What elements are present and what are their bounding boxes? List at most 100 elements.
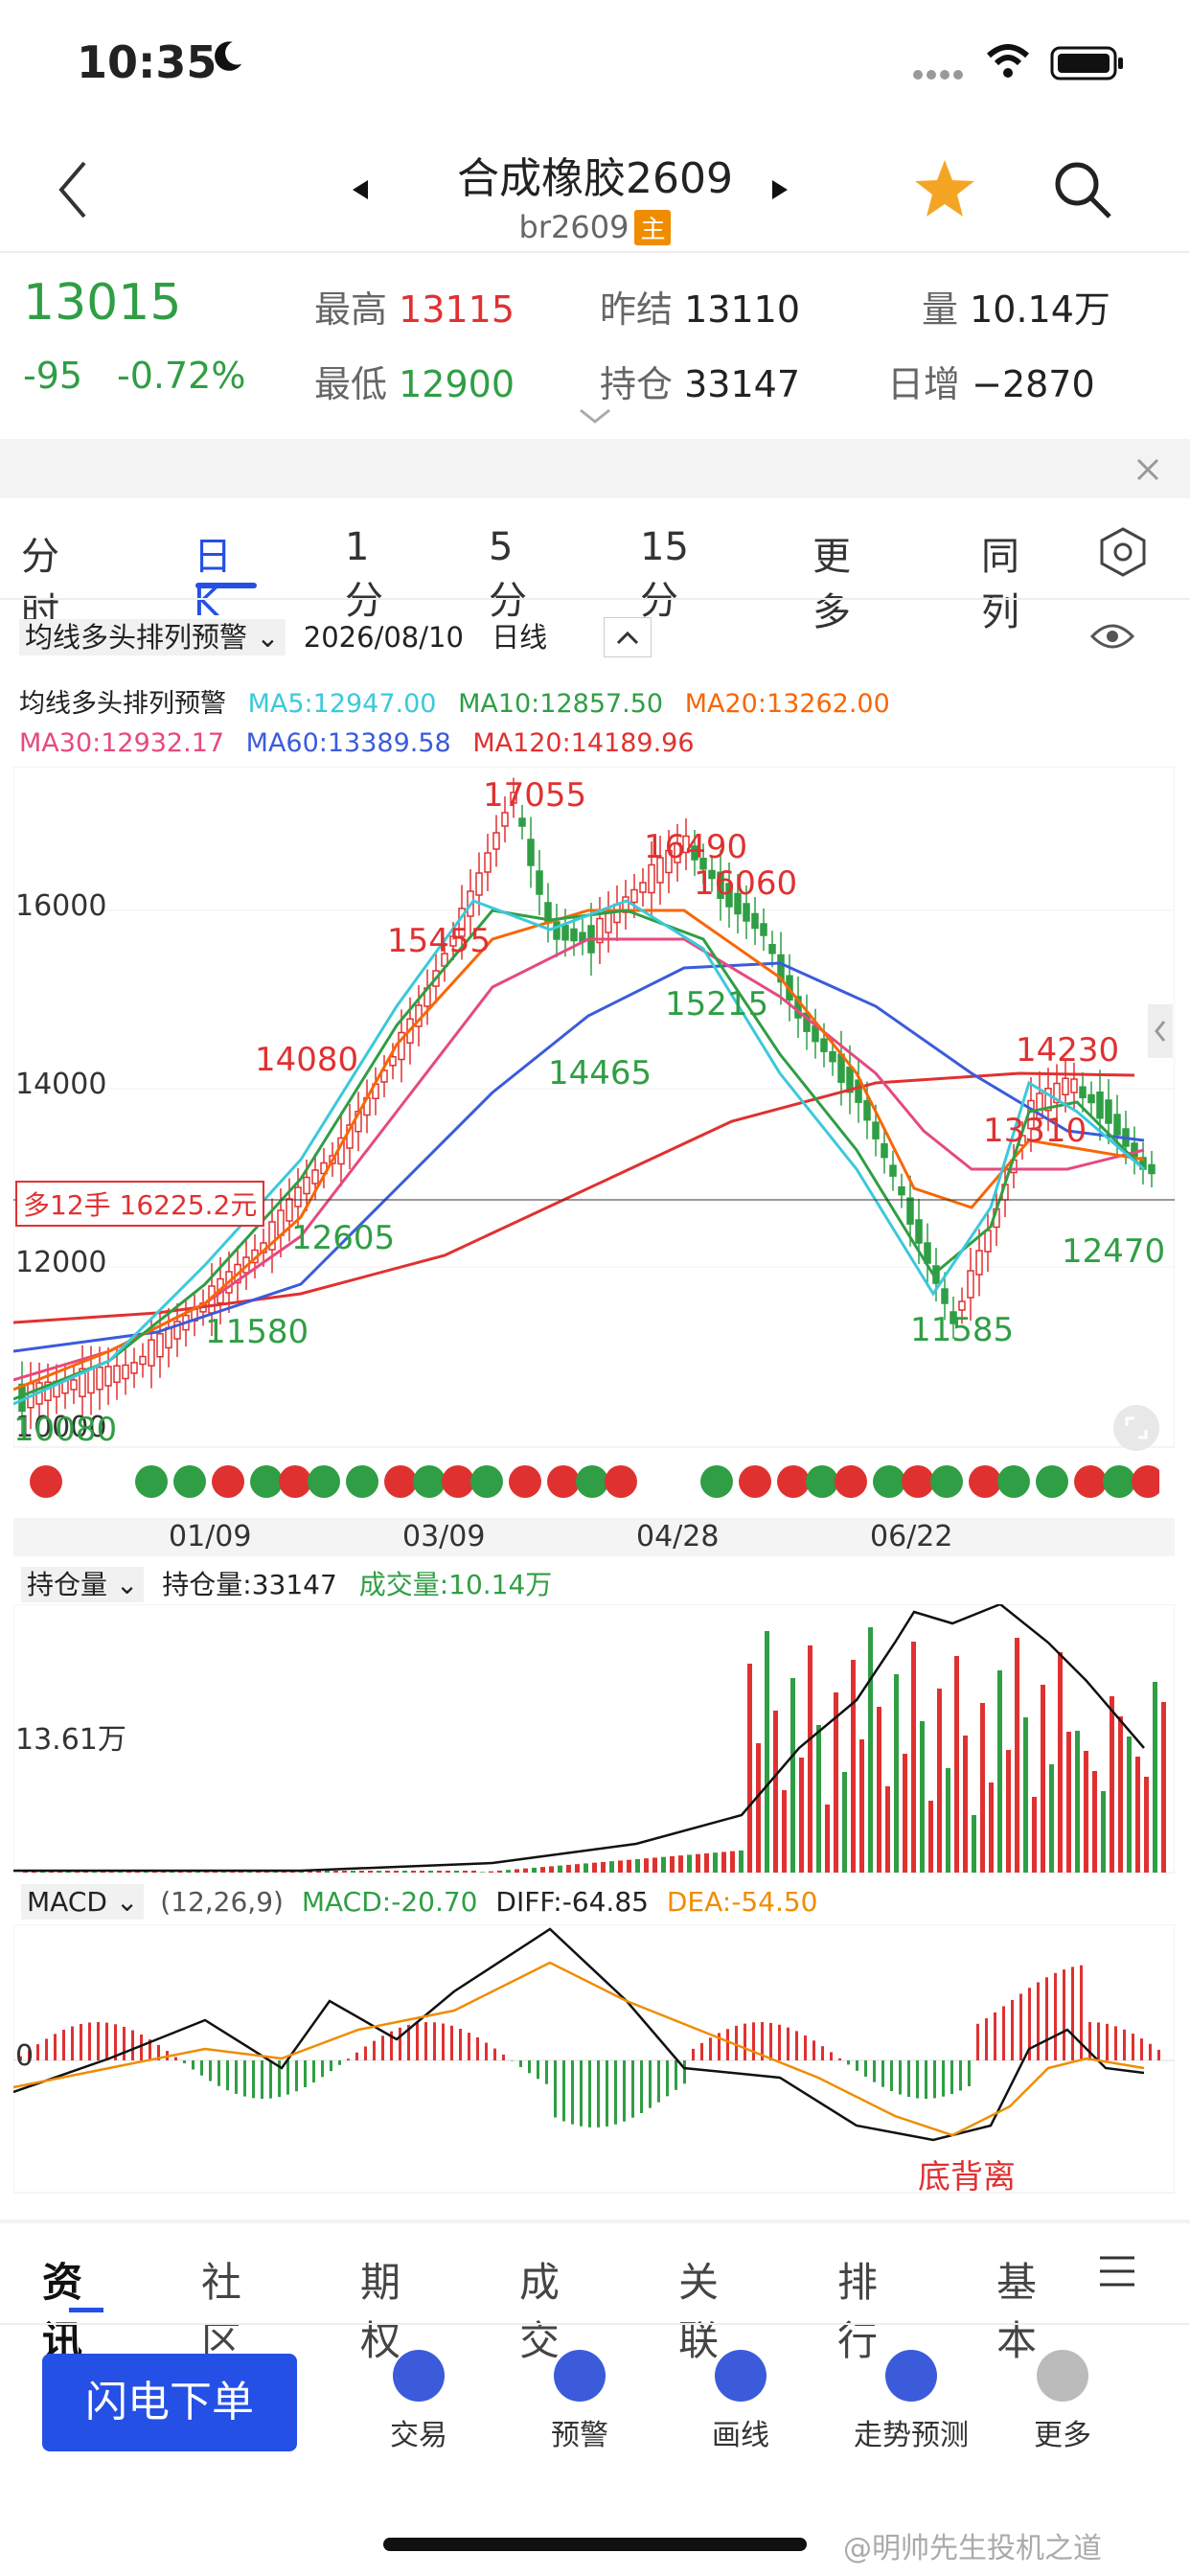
tab-daily-k[interactable]: 日K bbox=[194, 535, 232, 625]
status-time: 10:35 bbox=[77, 36, 217, 88]
volume-bar bbox=[1015, 1638, 1019, 1873]
volume-bar bbox=[928, 1801, 933, 1873]
volume-bar bbox=[566, 1864, 571, 1873]
macd-bar bbox=[1097, 2022, 1100, 2060]
tab-1min[interactable]: 1分 bbox=[345, 525, 383, 623]
ai-marker-dot bbox=[308, 1465, 340, 1498]
triangle-right-icon bbox=[772, 180, 788, 199]
candle-body bbox=[303, 1176, 310, 1195]
draw-action[interactable]: 画线 bbox=[678, 2350, 803, 2453]
collapse-button[interactable] bbox=[604, 617, 652, 657]
candle-body bbox=[173, 1321, 181, 1340]
date-axis bbox=[13, 1518, 1175, 1556]
oi-selector[interactable]: 持仓量 ⌄ bbox=[21, 1567, 145, 1602]
alert-action[interactable]: 预警 bbox=[517, 2350, 642, 2453]
ai-marker-dot bbox=[605, 1465, 637, 1498]
home-indicator[interactable] bbox=[383, 2538, 807, 2551]
volume-bar bbox=[1144, 1777, 1149, 1873]
trade-action-label: 交易 bbox=[390, 2419, 447, 2452]
macd-bar bbox=[390, 2031, 393, 2060]
fullscreen-button[interactable] bbox=[1113, 1405, 1159, 1451]
candle-body bbox=[1096, 1092, 1104, 1119]
candle-body bbox=[130, 1362, 138, 1374]
position-tag[interactable]: 多12手 16225.2元 bbox=[15, 1181, 265, 1227]
indicator-selector[interactable]: 均线多头排列预警 ⌄ bbox=[19, 619, 286, 656]
candle-body bbox=[389, 1056, 397, 1067]
search-button[interactable] bbox=[1050, 157, 1115, 226]
volume-bar bbox=[816, 1725, 821, 1873]
candle-body bbox=[967, 1270, 974, 1299]
ai-marker bbox=[547, 1465, 580, 1498]
diff-line bbox=[13, 1927, 1145, 2142]
macd-bar bbox=[493, 2048, 496, 2060]
ai-marker-dot bbox=[442, 1465, 474, 1498]
macd-bar bbox=[580, 2060, 583, 2127]
macd-bar bbox=[838, 2058, 841, 2060]
flash-order-button[interactable]: 闪电下单 bbox=[42, 2354, 297, 2451]
open-interest-value: 33147 bbox=[684, 363, 800, 405]
macd-selector[interactable]: MACD ⌄ bbox=[21, 1884, 145, 1920]
prev-contract-button[interactable] bbox=[351, 178, 370, 205]
volume-bar bbox=[1084, 1751, 1088, 1873]
macd-bar bbox=[735, 2025, 738, 2060]
macd-bar bbox=[916, 2060, 919, 2099]
daily-increase-value: −2870 bbox=[972, 363, 1095, 405]
contract-code: br2609 bbox=[518, 209, 629, 245]
price-annotation: 12605 bbox=[291, 1219, 396, 1257]
tab-trades[interactable]: 成交 bbox=[519, 2259, 561, 2364]
ai-marker bbox=[442, 1465, 474, 1498]
tab-15min[interactable]: 15分 bbox=[640, 525, 689, 623]
volume-bar bbox=[877, 1707, 881, 1873]
back-button[interactable] bbox=[54, 159, 92, 224]
next-contract-button[interactable] bbox=[770, 178, 790, 205]
visibility-toggle[interactable] bbox=[1089, 621, 1135, 656]
tab-community[interactable]: 社区 bbox=[201, 2259, 242, 2364]
candle-body bbox=[165, 1326, 172, 1349]
expand-quote-button[interactable] bbox=[579, 408, 611, 429]
macd-bar bbox=[700, 2042, 703, 2060]
tab-intraday[interactable]: 分时 bbox=[21, 535, 59, 634]
ai-marker bbox=[1103, 1465, 1135, 1498]
status-bar: 10:35 bbox=[0, 0, 1190, 125]
tabs-menu-button[interactable] bbox=[1098, 2254, 1136, 2292]
tab-ranking[interactable]: 排行 bbox=[837, 2259, 879, 2364]
ai-marker-dot bbox=[470, 1465, 503, 1498]
macd-bar bbox=[821, 2046, 824, 2060]
candle-body bbox=[630, 888, 638, 904]
tab-compare[interactable]: 同列 bbox=[981, 535, 1019, 634]
candle-body bbox=[734, 892, 742, 915]
ai-marker bbox=[576, 1465, 608, 1498]
macd-bar bbox=[476, 2037, 479, 2060]
ai-signal-row[interactable] bbox=[29, 1462, 1159, 1501]
ai-marker-dot bbox=[1074, 1465, 1107, 1498]
tab-related[interactable]: 关联 bbox=[678, 2259, 720, 2364]
tab-5min[interactable]: 5分 bbox=[489, 525, 527, 623]
macd-bar bbox=[140, 2034, 143, 2060]
price-chart[interactable] bbox=[13, 767, 1175, 1457]
trade-action[interactable]: 交易 bbox=[356, 2350, 481, 2453]
macd-bar bbox=[381, 2036, 384, 2060]
volume-bar bbox=[333, 1871, 338, 1873]
macd-bar bbox=[718, 2033, 721, 2060]
candle-body bbox=[286, 1198, 293, 1222]
volume-bar bbox=[704, 1852, 709, 1873]
volume-bar bbox=[497, 1870, 502, 1873]
side-panel-handle[interactable] bbox=[1148, 1004, 1173, 1058]
tab-options[interactable]: 期权 bbox=[360, 2259, 401, 2364]
trend-forecast-action[interactable]: 走势预测 bbox=[839, 2350, 983, 2453]
close-button[interactable] bbox=[1134, 456, 1161, 487]
candle-body bbox=[596, 917, 604, 944]
volume-bar bbox=[385, 1871, 390, 1873]
macd-bar bbox=[830, 2052, 833, 2060]
ai-marker-dot bbox=[279, 1465, 311, 1498]
macd-bar bbox=[278, 2060, 281, 2098]
macd-bar bbox=[985, 2018, 988, 2060]
settings-button[interactable] bbox=[1096, 525, 1150, 583]
tab-more[interactable]: 更多 bbox=[812, 535, 851, 634]
favorite-button[interactable] bbox=[912, 157, 977, 224]
macd-bar bbox=[149, 2039, 151, 2060]
more-action[interactable]: 更多 bbox=[1000, 2350, 1125, 2453]
macd-bar bbox=[942, 2060, 945, 2097]
macd-bar bbox=[252, 2060, 255, 2099]
tab-fundamentals[interactable]: 基本 bbox=[996, 2259, 1038, 2364]
